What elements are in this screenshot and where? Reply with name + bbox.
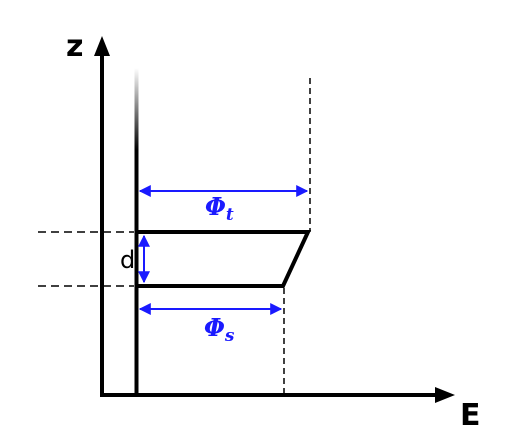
phi-t-dimension: Φt — [138, 185, 309, 225]
axes: z E — [66, 29, 481, 433]
energy-profile — [136, 230, 312, 288]
gap-dimension: d — [120, 234, 150, 284]
e-axis-label: E — [460, 398, 481, 433]
e-axis-arrowhead — [435, 387, 455, 403]
phi-s-label: Φs — [204, 313, 235, 346]
right-boundary — [283, 78, 311, 393]
energy-levels — [136, 230, 312, 288]
phi-s-dimension: Φs — [138, 303, 283, 346]
z-axis-arrowhead — [94, 36, 110, 56]
gap-label: d — [120, 246, 135, 274]
phi-t-label: Φt — [205, 192, 234, 225]
z-axis-label: z — [66, 29, 83, 64]
level-guides — [38, 231, 134, 287]
